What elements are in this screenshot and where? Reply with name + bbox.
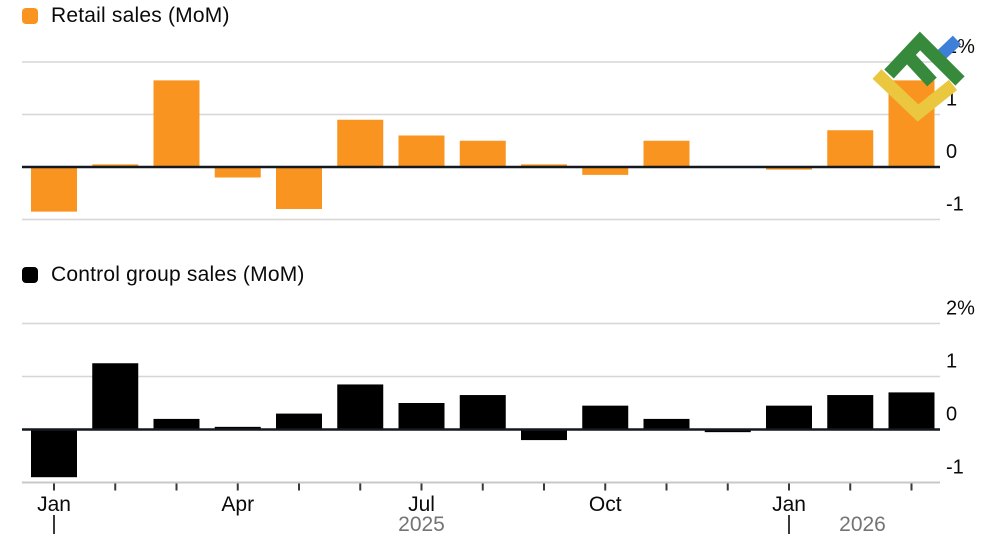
y-tick-label: 0 [946, 141, 957, 163]
bar-nov-2025 [643, 140, 690, 167]
bar-aug-2025 [459, 395, 506, 430]
year-label: 2026 [839, 513, 886, 536]
bar-apr-2025 [214, 426, 261, 430]
x-tick-label: Jul [408, 493, 435, 516]
bar-mar-2025 [153, 418, 200, 430]
y-tick-label: 1 [946, 351, 957, 373]
bar-feb-2026 [827, 395, 874, 430]
logo-green-stub-icon [904, 52, 937, 87]
bar-jul-2025 [398, 135, 445, 167]
y-tick-label: 2% [946, 298, 975, 320]
bar-jul-2025 [398, 403, 445, 430]
legend-retail: Retail sales (MoM) [22, 4, 230, 28]
bar-feb-2026 [827, 130, 874, 167]
bar-oct-2025 [582, 167, 629, 175]
legend-control-group: Control group sales (MoM) [22, 263, 305, 287]
bar-jan-2025 [31, 429, 77, 478]
bar-apr-2025 [214, 167, 261, 178]
bar-dec-2025 [704, 429, 751, 433]
bar-feb-2025 [92, 363, 139, 430]
bar-aug-2025 [459, 140, 506, 167]
bar-jun-2025 [337, 119, 384, 167]
y-tick-label: 1 [946, 89, 957, 111]
x-tick-label: Oct [589, 493, 622, 516]
x-tick-label: Jan [772, 493, 806, 516]
y-tick-label: -1 [946, 457, 964, 479]
bar-mar-2025 [153, 80, 200, 167]
x-tick-label: Apr [221, 493, 254, 516]
bar-oct-2025 [582, 405, 629, 430]
bar-jan-2025 [31, 167, 77, 212]
legend-swatch-retail-icon [22, 8, 38, 24]
logo-yellow-check-icon [872, 69, 958, 122]
bar-sep-2025 [521, 429, 567, 441]
logo-green-zigzag-icon [884, 31, 965, 86]
bar-may-2025 [276, 413, 322, 430]
year-label: 2025 [398, 513, 445, 536]
y-tick-label: -1 [946, 194, 964, 216]
y-tick-label: 0 [946, 404, 957, 426]
bar-jan-2026 [766, 167, 812, 170]
bar-jun-2025 [337, 384, 384, 430]
legend-label-retail: Retail sales (MoM) [51, 4, 230, 27]
bar-sep-2025 [521, 164, 567, 167]
bar-mar-2026 [888, 392, 935, 430]
bar-jan-2026 [766, 405, 812, 430]
bar-may-2025 [276, 167, 322, 209]
bar-nov-2025 [643, 418, 690, 430]
legend-label-control-group: Control group sales (MoM) [51, 263, 305, 286]
x-tick-label: Jan [37, 493, 71, 516]
legend-swatch-control-icon [22, 267, 38, 283]
bar-feb-2025 [92, 164, 139, 167]
